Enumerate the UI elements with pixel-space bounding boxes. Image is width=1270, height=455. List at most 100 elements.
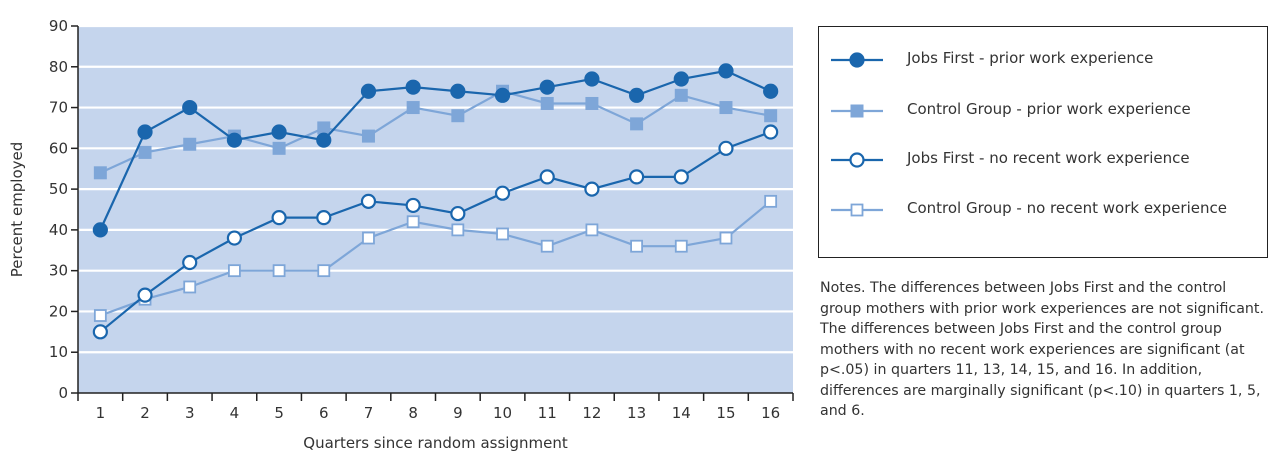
legend-label: Jobs First - prior work experience <box>907 49 1154 67</box>
x-tick-label: 10 <box>493 404 512 422</box>
data-point <box>360 83 377 99</box>
legend-swatch-marker <box>850 203 864 217</box>
data-point <box>93 166 107 180</box>
x-axis-title: Quarters since random assignment <box>303 434 568 452</box>
legend-label: Control Group - no recent work experienc… <box>907 199 1227 217</box>
data-point <box>92 324 108 340</box>
y-tick-label: 60 <box>49 139 68 157</box>
series-1 <box>92 63 779 238</box>
data-point <box>361 129 375 143</box>
data-point <box>764 109 778 123</box>
data-point <box>494 87 511 103</box>
legend-label: Jobs First - no recent work experience <box>907 149 1190 167</box>
data-point <box>92 222 108 238</box>
data-point <box>630 117 644 131</box>
data-point <box>763 83 779 99</box>
chart-notes: Notes. The differences between Jobs Firs… <box>820 280 1264 419</box>
data-point <box>719 101 733 115</box>
legend-item: Control Group - prior work experience <box>819 91 1267 131</box>
x-tick-label: 14 <box>672 404 691 422</box>
data-point <box>450 83 466 99</box>
data-point <box>494 185 511 201</box>
data-point <box>540 239 554 253</box>
data-point <box>628 169 645 185</box>
x-tick-label: 6 <box>319 404 329 422</box>
legend-item: Control Group - no recent work experienc… <box>819 190 1267 230</box>
data-point <box>316 132 332 148</box>
legend-swatch <box>831 203 883 217</box>
x-tick-label: 12 <box>582 404 601 422</box>
x-tick-label: 8 <box>408 404 418 422</box>
data-point <box>182 254 198 271</box>
data-point <box>406 101 420 115</box>
data-point <box>316 210 332 226</box>
data-point <box>271 210 287 226</box>
data-point <box>271 124 287 140</box>
legend-swatch <box>831 52 883 68</box>
legend-swatch-marker <box>850 104 864 118</box>
x-tick-label: 2 <box>140 404 150 422</box>
data-point <box>628 87 645 103</box>
y-tick-label: 50 <box>49 180 68 198</box>
series-layer <box>92 63 779 340</box>
data-point <box>406 215 420 229</box>
y-tick-label: 10 <box>49 343 68 361</box>
data-point <box>496 227 509 241</box>
data-point <box>93 309 107 322</box>
y-axis-title: Percent employed <box>8 142 26 278</box>
data-point <box>182 99 198 116</box>
x-tick-label: 16 <box>761 404 780 422</box>
series-line <box>99 69 772 231</box>
legend-swatch-marker <box>849 52 865 68</box>
y-tick-label: 70 <box>49 99 68 117</box>
data-point <box>718 63 734 79</box>
data-point <box>540 96 554 110</box>
data-point <box>272 264 286 278</box>
data-point <box>630 239 643 253</box>
data-point <box>584 181 600 197</box>
legend-item: Jobs First - no recent work experience <box>819 140 1267 180</box>
x-tick-label: 13 <box>627 404 646 422</box>
data-point <box>674 239 688 253</box>
x-tick-label: 15 <box>716 404 735 422</box>
data-point <box>539 169 555 185</box>
legend-swatch-marker <box>849 152 865 168</box>
data-point <box>405 197 421 214</box>
legend-swatch <box>831 152 883 168</box>
x-tick-label: 3 <box>185 404 195 422</box>
data-point <box>585 223 599 237</box>
x-tick-label: 11 <box>538 404 557 422</box>
data-point <box>585 96 599 110</box>
data-point <box>138 145 152 159</box>
x-tick-label: 7 <box>364 404 374 422</box>
data-point <box>584 71 600 87</box>
data-point <box>183 137 197 151</box>
legend-label: Control Group - prior work experience <box>907 100 1191 118</box>
data-point <box>228 264 241 278</box>
x-tick-label: 1 <box>96 404 106 422</box>
series-line <box>99 130 772 333</box>
y-tick-label: 0 <box>58 384 68 402</box>
data-point <box>673 71 689 87</box>
data-point <box>272 141 286 155</box>
data-point <box>719 231 733 245</box>
data-point <box>362 231 375 245</box>
data-point <box>137 287 153 303</box>
data-point <box>718 140 734 156</box>
x-tick-label: 5 <box>274 404 284 422</box>
data-point <box>451 223 465 237</box>
data-point <box>763 124 779 140</box>
data-point <box>137 124 153 140</box>
legend-swatch <box>831 104 883 118</box>
data-point <box>405 79 421 95</box>
data-point <box>451 109 465 123</box>
x-tick-label: 4 <box>230 404 240 422</box>
data-point <box>450 205 466 222</box>
data-point <box>539 79 555 95</box>
series-line <box>99 90 771 174</box>
data-point <box>183 280 197 294</box>
data-point <box>317 121 331 135</box>
y-tick-label: 80 <box>49 58 68 76</box>
data-point <box>226 230 243 246</box>
